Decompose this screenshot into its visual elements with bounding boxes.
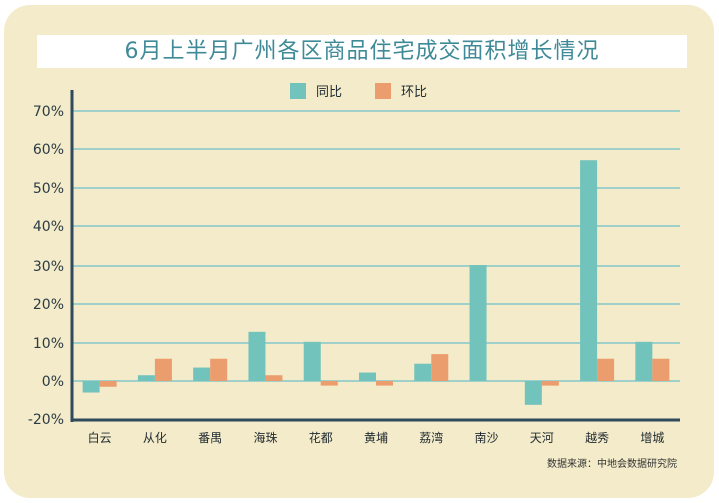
y-tick-label: 20%	[33, 297, 64, 313]
bar-mom	[597, 358, 615, 381]
legend-swatch	[290, 83, 306, 99]
x-tick-label: 从化	[143, 431, 167, 445]
x-tick-label: 荔湾	[419, 430, 443, 445]
y-tick-label: 10%	[33, 336, 64, 352]
bar-mom	[265, 375, 283, 381]
bar-mom	[210, 358, 228, 381]
bar-yoy	[82, 381, 100, 393]
y-tick-label: 40%	[33, 219, 64, 235]
y-tick-label: 30%	[33, 259, 64, 275]
bar-yoy	[303, 341, 321, 381]
x-tick-label: 越秀	[585, 431, 609, 445]
bar-yoy	[635, 341, 653, 381]
bar-mom	[376, 381, 393, 386]
bar-mom	[652, 358, 670, 381]
bar-yoy	[248, 331, 266, 381]
bar-yoy	[359, 372, 376, 381]
y-tick-label: 0%	[42, 374, 64, 390]
y-tick-label: 70%	[33, 104, 64, 120]
x-tick-label: 南沙	[475, 430, 499, 445]
legend-label: 同比	[316, 85, 342, 100]
legend-label: 环比	[401, 85, 427, 100]
bar-yoy	[469, 265, 487, 381]
bar-mom	[99, 381, 117, 387]
bar-mom	[431, 354, 449, 381]
bar-mom	[320, 381, 338, 386]
x-tick-label: 天河	[530, 431, 554, 445]
bar-mom	[154, 358, 172, 381]
y-tick-label: 50%	[33, 181, 64, 197]
bar-mom	[541, 381, 559, 386]
x-tick-label: 增城	[640, 431, 664, 445]
x-tick-label: 花都	[309, 430, 333, 445]
x-tick-label: 海珠	[253, 430, 277, 445]
y-tick-label: 60%	[33, 142, 64, 158]
bar-yoy	[414, 363, 432, 381]
y-tick-label: -20%	[28, 412, 64, 428]
bar-yoy	[137, 375, 155, 381]
data-source-note: 数据来源：中地会数据研究院	[547, 459, 677, 470]
bar-yoy	[193, 367, 211, 381]
x-tick-label: 黄埔	[364, 431, 388, 445]
legend-swatch	[375, 83, 391, 99]
chart-title: 6月上半月广州各区商品住宅成交面积增长情况	[124, 39, 600, 64]
x-tick-label: 白云	[88, 430, 112, 445]
title-box: 6月上半月广州各区商品住宅成交面积增长情况	[37, 35, 687, 68]
bar-yoy	[524, 381, 542, 405]
bar-yoy	[580, 160, 598, 381]
x-tick-label: 番禺	[198, 431, 222, 445]
